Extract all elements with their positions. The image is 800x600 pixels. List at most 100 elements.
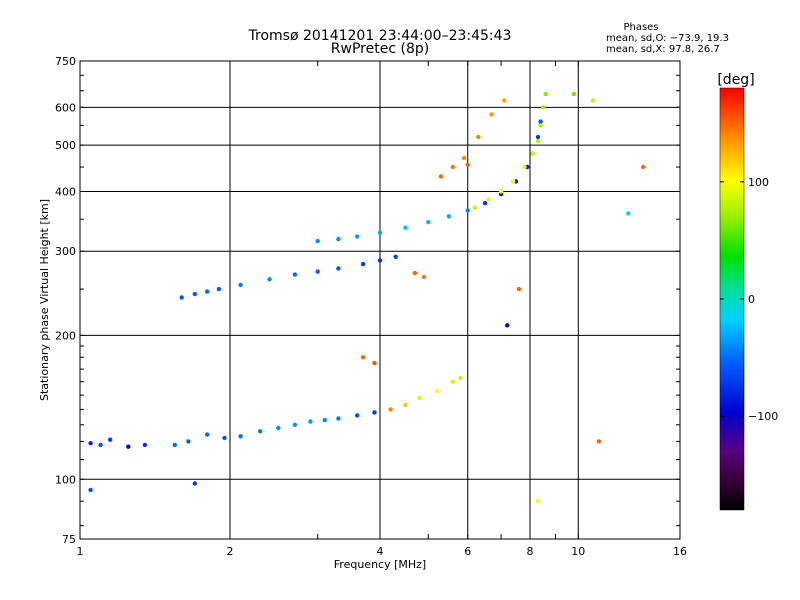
data-point xyxy=(522,164,527,170)
data-point xyxy=(434,388,439,394)
data-point xyxy=(205,289,210,294)
data-point xyxy=(192,481,197,486)
data-point xyxy=(377,230,383,235)
y-tick-label: 600 xyxy=(55,101,76,114)
x-tick-label: 10 xyxy=(571,545,585,558)
data-point xyxy=(192,291,197,297)
data-point xyxy=(438,174,444,179)
colorbar-tick-label: −100 xyxy=(748,410,778,423)
data-point xyxy=(461,155,467,161)
data-point xyxy=(516,286,522,292)
data-point xyxy=(421,274,427,280)
data-point xyxy=(222,435,227,441)
data-point xyxy=(543,91,548,97)
y-tick-label: 500 xyxy=(55,139,76,152)
data-points xyxy=(88,91,646,504)
data-point xyxy=(535,134,541,140)
data-point xyxy=(98,442,103,448)
y-axis-label: Stationary phase Virtual Height [km] xyxy=(38,199,51,401)
x-tick-label: 16 xyxy=(673,545,687,558)
data-point xyxy=(88,441,93,446)
stats-o-mode: mean, sd,O: −73.9, 19.3 xyxy=(606,33,729,44)
grid-lines xyxy=(80,61,680,539)
data-point xyxy=(472,205,477,210)
data-point xyxy=(322,417,327,423)
data-point xyxy=(641,164,646,170)
data-point xyxy=(510,179,516,184)
y-tick-label: 400 xyxy=(55,185,76,198)
data-point xyxy=(388,407,393,412)
x-tick-label: 6 xyxy=(464,545,471,558)
data-point xyxy=(360,261,366,267)
data-point xyxy=(336,236,341,242)
data-point xyxy=(458,375,463,381)
data-point xyxy=(590,98,596,103)
data-point xyxy=(450,164,455,170)
data-point xyxy=(205,432,210,437)
data-point xyxy=(482,201,488,206)
x-axis: 1 2 4 6 8 10 16 xyxy=(77,61,687,558)
data-point xyxy=(489,112,494,117)
data-point xyxy=(238,282,243,288)
data-point xyxy=(393,254,398,259)
data-point xyxy=(238,434,243,439)
x-tick-label: 4 xyxy=(377,545,384,558)
stats-heading: Phases xyxy=(623,22,658,33)
data-point xyxy=(403,402,408,408)
data-point xyxy=(108,437,113,442)
data-point xyxy=(142,442,148,448)
data-point xyxy=(540,105,546,110)
data-point xyxy=(355,413,360,418)
data-point xyxy=(426,220,431,225)
data-point xyxy=(267,277,272,282)
colorbar-label: [deg] xyxy=(717,72,754,88)
data-point xyxy=(403,225,408,230)
data-point xyxy=(505,323,510,328)
data-point xyxy=(216,286,222,292)
data-point xyxy=(412,270,418,276)
data-point xyxy=(336,266,341,271)
colorbar-tick-label: 100 xyxy=(748,176,769,189)
data-point xyxy=(535,499,541,504)
data-point xyxy=(372,410,377,415)
data-point xyxy=(179,295,184,300)
data-point xyxy=(372,360,377,366)
y-tick-label: 200 xyxy=(55,329,76,342)
colorbar-ticks: 100 0 −100 xyxy=(720,176,778,423)
y-axis: 75 100 200 300 400 500 600 750 xyxy=(55,55,680,546)
stats-x-mode: mean, sd,X: 97.8, 26.7 xyxy=(606,44,720,55)
data-point xyxy=(308,419,313,424)
data-point xyxy=(336,416,341,421)
data-point xyxy=(502,98,507,103)
data-point xyxy=(446,214,452,219)
data-point xyxy=(172,442,177,448)
data-point xyxy=(88,487,93,493)
data-point xyxy=(530,151,535,156)
x-axis-label: Frequency [MHz] xyxy=(334,558,426,571)
data-point xyxy=(292,272,298,277)
data-point xyxy=(377,258,383,263)
data-point xyxy=(476,134,481,140)
x-tick-label: 2 xyxy=(227,545,234,558)
data-point xyxy=(258,429,263,434)
data-point xyxy=(315,238,320,244)
data-point xyxy=(465,208,470,213)
data-point xyxy=(417,395,422,401)
data-point xyxy=(498,189,504,194)
data-point xyxy=(186,439,191,444)
y-tick-label: 75 xyxy=(62,533,76,546)
x-tick-label: 8 xyxy=(527,545,534,558)
data-point xyxy=(626,211,631,216)
colorbar-tick-label: 0 xyxy=(748,293,755,306)
data-point xyxy=(360,355,366,360)
data-point xyxy=(538,119,543,124)
x-tick-label: 1 xyxy=(77,545,84,558)
chart-title: Tromsø 20141201 23:44:00–23:45:43 xyxy=(248,28,512,44)
data-point xyxy=(450,379,455,384)
data-point xyxy=(486,197,491,202)
data-point xyxy=(355,234,360,239)
data-point xyxy=(596,439,602,444)
data-point xyxy=(571,91,577,97)
y-tick-label: 100 xyxy=(55,473,76,486)
